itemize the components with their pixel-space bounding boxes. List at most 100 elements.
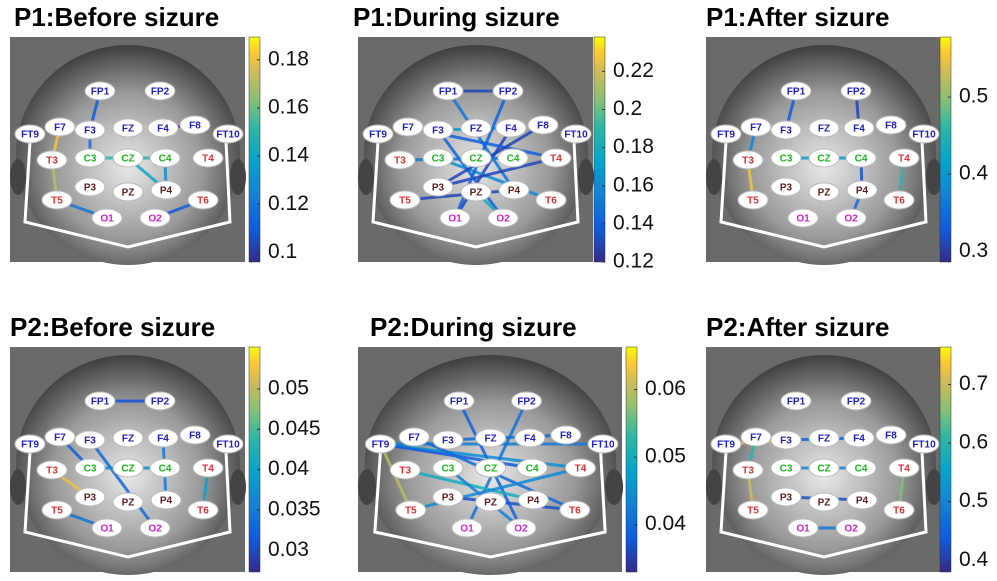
electrode: [737, 190, 769, 210]
electrode-label: F3: [780, 436, 792, 447]
electrode-label: C3: [84, 154, 97, 165]
panel: P2:Before sizure FP1 FP2 F7 F3 FZ F4 F8 FT9 FT10 T…: [10, 312, 321, 575]
electrode-label: C4: [159, 154, 172, 165]
electrode-label: F7: [402, 123, 414, 134]
electrode-label: F4: [157, 124, 169, 135]
colorbar-tick-label: 0.16: [268, 96, 309, 119]
electrode: [364, 434, 396, 454]
electrode: [846, 180, 878, 200]
electrode-label: C3: [441, 464, 454, 475]
electrode-label: T6: [893, 196, 905, 207]
electrode-label: F8: [885, 121, 897, 132]
electrode: [587, 434, 619, 454]
electrode: [808, 182, 840, 202]
electrode: [14, 124, 46, 144]
electrode: [112, 148, 144, 168]
electrode: [389, 190, 421, 210]
electrode: [443, 391, 475, 411]
electrode: [422, 120, 454, 140]
colorbar-tick-label: 0.03: [268, 538, 309, 561]
electrode: [495, 118, 527, 138]
electrode: [192, 458, 224, 478]
ear: [926, 469, 942, 505]
electrode: [149, 148, 181, 168]
ear: [10, 469, 26, 505]
electrode-label: FT10: [216, 130, 240, 141]
electrode: [780, 81, 812, 101]
electrode-label: O2: [496, 214, 510, 225]
colorbar-tick-label: 0.06: [645, 377, 686, 400]
electrode: [44, 427, 76, 447]
electrode: [845, 458, 877, 478]
electrode-label: FT10: [912, 130, 936, 141]
panel-title: P2:During sizure: [370, 312, 577, 342]
electrode: [740, 427, 772, 447]
head-outline: [371, 141, 580, 249]
electrode-label: PZ: [470, 188, 483, 199]
electrode: [883, 500, 915, 520]
electrode: [432, 430, 464, 450]
electrode: [516, 458, 548, 478]
electrode-label: F3: [84, 126, 96, 137]
electrode: [41, 190, 73, 210]
electrode: [147, 428, 179, 448]
electrode-label: F4: [157, 434, 169, 445]
electrode: [527, 115, 559, 135]
panel-title: P2:Before sizure: [10, 312, 215, 342]
ear: [578, 159, 594, 195]
electrode-label: P4: [508, 186, 521, 197]
electrode-label: T3: [742, 466, 754, 477]
electrode: [422, 148, 454, 168]
colorbar-tick-label: 0.12: [613, 250, 654, 273]
electrode-label: O1: [796, 214, 810, 225]
electrode-label: PZ: [818, 498, 831, 509]
panel-title: P1:After sizure: [706, 2, 890, 32]
electrode-label: T4: [898, 154, 910, 165]
electrode-label: P4: [160, 496, 173, 507]
electrode: [475, 428, 507, 448]
edge: [447, 433, 566, 442]
electrode: [787, 518, 819, 538]
electrode: [44, 117, 76, 137]
electrode: [487, 208, 519, 228]
electrode: [439, 208, 471, 228]
electrode-label: O2: [514, 524, 528, 535]
panel: P1:During sizure FP1 FP2 F7 F3 FZ F4 F8 FT9 FT10 T…: [353, 2, 654, 273]
electrode: [550, 425, 582, 445]
electrode-label: F3: [780, 126, 792, 137]
electrode: [150, 180, 182, 200]
electrode: [564, 458, 596, 478]
electrode-label: C4: [159, 464, 172, 475]
electrode-label: T6: [197, 196, 209, 207]
electrode: [362, 124, 394, 144]
electrode-label: T5: [399, 196, 411, 207]
electrode-label: F3: [84, 436, 96, 447]
electrode: [112, 458, 144, 478]
electrode-label: T6: [545, 196, 557, 207]
electrode-label: FZ: [818, 124, 830, 135]
edge: [453, 127, 513, 219]
electrode: [422, 177, 454, 197]
panel: P1:After sizure FP1 FP2 F7 F3 FZ F4 F8 FT9 FT10 T3…: [706, 2, 989, 265]
electrode: [808, 492, 840, 512]
electrode: [139, 208, 171, 228]
electrode-label: F7: [750, 123, 762, 134]
electrode: [840, 81, 872, 101]
electrode-label: FP1: [450, 397, 469, 408]
electrode: [112, 428, 144, 448]
electrode: [710, 124, 742, 144]
electrode-label: P4: [856, 186, 869, 197]
electrode: [732, 460, 764, 480]
electrode: [498, 180, 530, 200]
electrode: [475, 458, 507, 478]
electrode: [139, 518, 171, 538]
electrode: [517, 490, 549, 510]
electrode-label: T3: [46, 156, 58, 167]
electrode: [392, 117, 424, 137]
electrode: [112, 118, 144, 138]
electrode-label: T6: [569, 506, 581, 517]
electrode-label: T4: [202, 154, 214, 165]
electrode-label: F8: [537, 121, 549, 132]
electrode-label: FP1: [787, 87, 806, 98]
electrode: [179, 115, 211, 135]
